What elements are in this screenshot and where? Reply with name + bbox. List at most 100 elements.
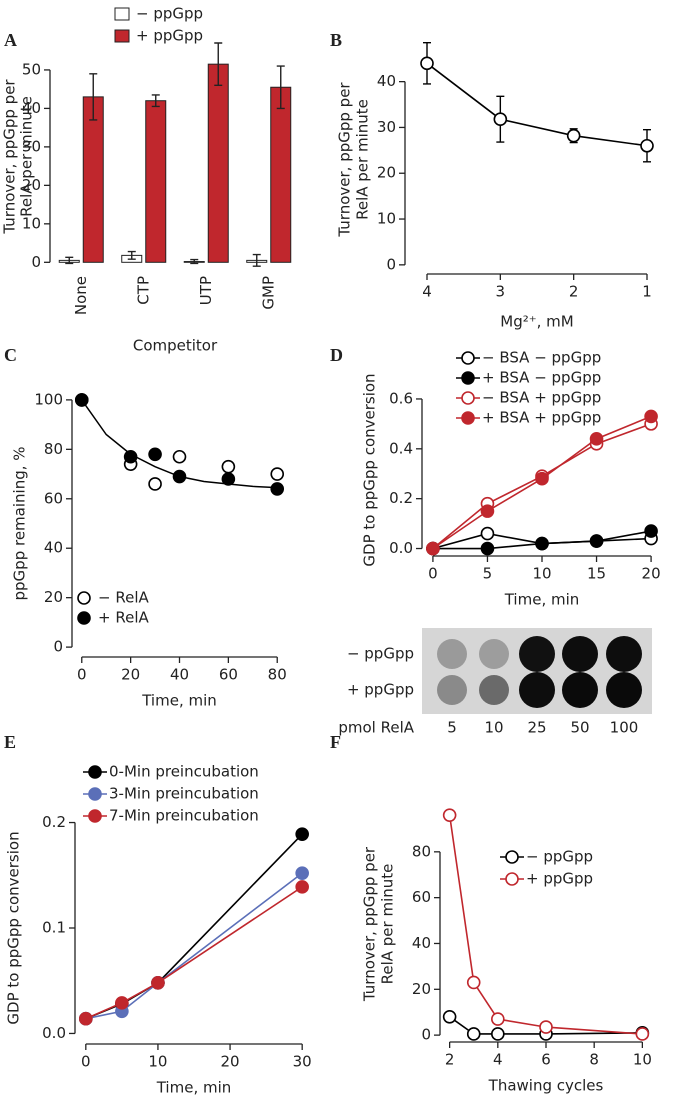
- y-tick-label: 80: [412, 842, 431, 860]
- marker: [480, 526, 495, 541]
- error-bar: [89, 73, 98, 121]
- marker: [172, 449, 187, 464]
- y-tick-label: 50: [22, 60, 41, 78]
- y-axis-label: Turnover, ppGpp per: [361, 846, 379, 1002]
- y-tick-label: 0.2: [389, 489, 413, 507]
- marker: [466, 975, 481, 990]
- x-tick-label: 6: [541, 1051, 551, 1069]
- column-value: 50: [570, 719, 589, 737]
- y-tick-label: 0: [421, 1026, 431, 1044]
- y-tick-label: 0.4: [389, 439, 413, 457]
- row-label: + ppGpp: [347, 681, 414, 699]
- blot-dot: [479, 675, 509, 705]
- marker: [74, 393, 89, 407]
- x-tick-label: 2: [445, 1051, 455, 1069]
- marker: [88, 787, 102, 801]
- x-tick-label: 15: [587, 565, 606, 583]
- series-line: [426, 62, 648, 147]
- marker: [426, 541, 440, 556]
- x-axis-label: Mg²⁺, mM: [500, 313, 573, 331]
- error-bar: [214, 42, 223, 87]
- x-tick-label: 60: [219, 666, 238, 684]
- x-tick-label: 4: [493, 1051, 503, 1069]
- panel: E 0.0 0.1 0.2 GDP to ppGpp conversion Time, m…: [4, 732, 312, 1096]
- x-tick-label: 2: [569, 283, 579, 301]
- error-bar: [252, 253, 261, 267]
- error-bar: [127, 250, 136, 260]
- marker: [442, 808, 457, 822]
- y-axis-label: GDP to ppGpp conversion: [5, 831, 23, 1024]
- panel: F 0 20 40 60 80 Turnover, ppGpp per RelA per mi…: [330, 732, 652, 1094]
- x-axis-label: Thawing cycles: [488, 1077, 604, 1095]
- y-tick-label: 10: [377, 210, 396, 228]
- y-axis-label: RelA per minute: [379, 864, 397, 985]
- marker: [644, 524, 658, 538]
- marker: [535, 471, 549, 486]
- marker: [491, 1012, 505, 1026]
- row-label: − ppGpp: [347, 645, 414, 663]
- y-tick-label: 0: [386, 255, 396, 273]
- x-tick-label: 1: [642, 283, 652, 301]
- marker: [566, 128, 581, 143]
- x-tick-label: 3: [496, 283, 506, 301]
- marker: [77, 611, 91, 625]
- x-tick-label: 40: [170, 666, 189, 684]
- column-value: 5: [447, 719, 457, 737]
- y-tick-label: 0.1: [42, 919, 66, 937]
- column-value: 25: [527, 719, 546, 737]
- marker: [635, 1027, 650, 1041]
- legend-swatch: [114, 29, 130, 43]
- panel-letter: E: [4, 732, 16, 752]
- y-tick-label: 80: [44, 440, 63, 458]
- marker: [442, 1009, 457, 1024]
- legend-label: − RelA: [98, 589, 149, 607]
- blot-dot: [437, 639, 467, 669]
- marker: [295, 880, 309, 894]
- y-tick-label: 0.0: [42, 1024, 66, 1042]
- marker: [461, 351, 475, 365]
- x-tick-label: 10: [532, 565, 551, 583]
- marker: [295, 827, 309, 841]
- marker: [148, 447, 162, 462]
- panel-letter: C: [4, 345, 17, 365]
- marker: [221, 472, 236, 486]
- y-axis-label: Turnover, ppGpp per: [336, 82, 354, 238]
- series-line: [85, 872, 303, 1020]
- x-axis-label: Competitor: [133, 337, 218, 355]
- marker: [535, 536, 549, 551]
- x-tick-label: 5: [483, 565, 493, 583]
- y-tick-label: 30: [22, 137, 41, 155]
- legend-label: − ppGpp: [136, 5, 203, 23]
- y-axis-label: Turnover, ppGpp per: [1, 79, 19, 235]
- marker: [466, 1027, 481, 1041]
- marker: [480, 504, 495, 518]
- y-tick-label: 20: [44, 588, 63, 606]
- bar: [270, 86, 292, 263]
- legend-label: − BSA − ppGpp: [482, 349, 601, 367]
- x-tick-label: 0: [81, 1053, 91, 1071]
- y-tick-label: 20: [377, 164, 396, 182]
- marker: [420, 56, 434, 71]
- y-tick-label: 100: [34, 390, 63, 408]
- panel-letter: A: [4, 30, 17, 50]
- blot-dot: [519, 636, 555, 672]
- marker: [270, 482, 285, 496]
- x-tick-label: None: [72, 276, 90, 315]
- y-tick-label: 40: [377, 72, 396, 90]
- x-tick-label: 10: [633, 1051, 652, 1069]
- marker: [640, 138, 654, 153]
- marker: [461, 391, 475, 405]
- y-tick-label: 40: [44, 539, 63, 557]
- y-tick-label: 10: [22, 214, 41, 232]
- marker: [491, 1027, 505, 1041]
- x-axis-label: Time, min: [141, 692, 217, 710]
- y-tick-label: 40: [412, 934, 431, 952]
- y-tick-label: 60: [412, 888, 431, 906]
- x-axis-label: Time, min: [504, 591, 580, 609]
- x-tick-label: UTP: [197, 276, 215, 305]
- x-tick-label: 80: [268, 666, 287, 684]
- bar: [82, 96, 104, 263]
- panel: B 0 10 20 30 40 Turnover, ppGpp per RelA per mi…: [330, 30, 654, 331]
- series-line: [85, 886, 303, 1020]
